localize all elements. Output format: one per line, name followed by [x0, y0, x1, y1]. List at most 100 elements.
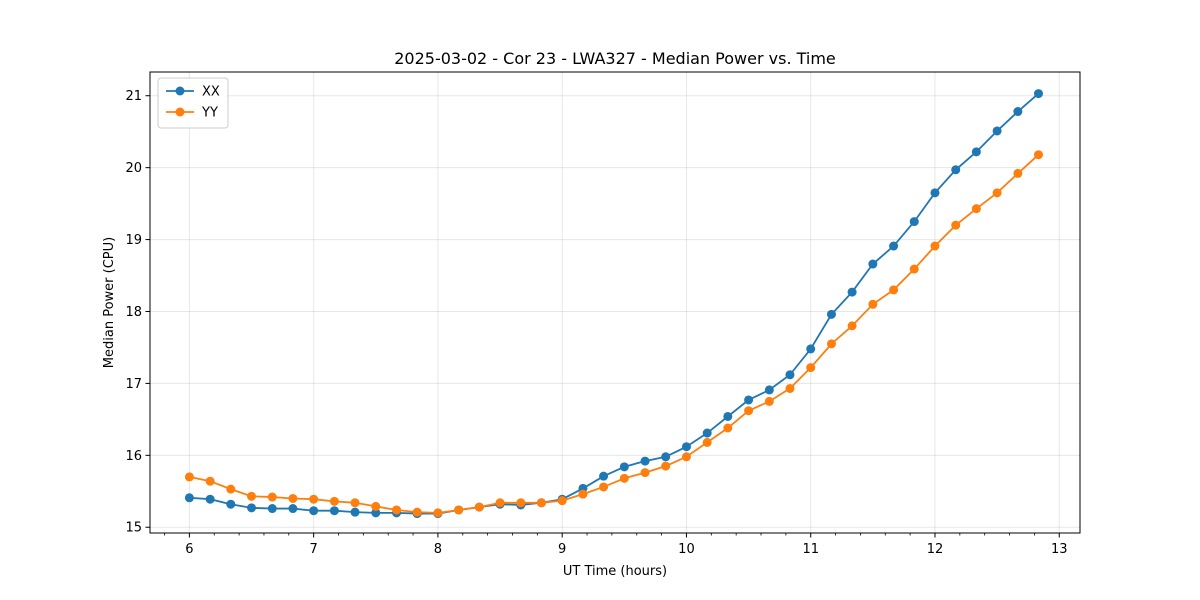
data-point-yy [702, 437, 712, 447]
legend: XX YY [157, 77, 229, 129]
data-point-xx [681, 442, 691, 452]
data-point-yy [433, 508, 443, 518]
data-point-yy [971, 204, 981, 214]
data-point-xx [806, 344, 816, 354]
y-tick-label: 21 [125, 89, 142, 104]
y-tick-label: 20 [125, 161, 142, 176]
data-point-yy [826, 339, 836, 349]
y-axis-title: Median Power (CPU) [102, 237, 117, 368]
data-point-yy [806, 363, 816, 373]
data-point-xx [661, 452, 671, 462]
data-point-yy [495, 498, 505, 508]
data-point-yy [868, 299, 878, 309]
y-tick-label: 17 [125, 377, 142, 392]
x-tick-label: 13 [1051, 542, 1068, 557]
chart-title: 2025-03-02 - Cor 23 - LWA327 - Median Po… [394, 49, 836, 68]
data-point-yy [619, 473, 629, 483]
y-tick-label: 19 [125, 233, 142, 248]
y-tick-label: 16 [125, 449, 142, 464]
data-point-yy [350, 498, 360, 508]
data-point-yy [785, 383, 795, 393]
x-axis: 6 7 8 9 10 11 12 13 [164, 533, 1068, 557]
data-point-yy [247, 491, 257, 501]
data-point-yy [288, 493, 298, 503]
data-point-yy [412, 507, 422, 517]
data-point-xx [889, 241, 899, 251]
data-point-yy [640, 468, 650, 478]
data-point-yy [889, 285, 899, 295]
data-point-xx [619, 462, 629, 472]
data-point-yy [184, 472, 194, 482]
data-point-xx [288, 504, 298, 514]
data-point-yy [723, 423, 733, 433]
data-point-xx [744, 395, 754, 405]
data-point-xx [992, 126, 1002, 136]
data-point-yy [371, 501, 381, 511]
data-point-yy [578, 489, 588, 499]
data-point-yy [392, 505, 402, 515]
data-point-xx [350, 507, 360, 517]
data-point-yy [1013, 168, 1023, 178]
data-point-yy [226, 484, 236, 494]
data-point-yy [764, 396, 774, 406]
data-point-xx [371, 508, 381, 518]
data-point-yy [1033, 150, 1043, 160]
data-point-xx [226, 499, 236, 509]
data-point-xx [951, 165, 961, 175]
data-point-xx [640, 456, 650, 466]
x-tick-label: 9 [558, 542, 566, 557]
x-tick-label: 10 [678, 542, 695, 557]
data-point-yy [951, 220, 961, 230]
data-point-yy [557, 496, 567, 506]
data-point-yy [205, 476, 215, 486]
x-tick-label: 8 [434, 542, 442, 557]
data-point-xx [267, 504, 277, 514]
x-tick-label: 6 [185, 542, 193, 557]
legend-marker-yy [175, 107, 185, 117]
data-point-xx [785, 370, 795, 380]
series-layer [184, 89, 1043, 519]
data-point-xx [868, 259, 878, 269]
data-point-yy [309, 494, 319, 504]
data-point-xx [930, 188, 940, 198]
y-tick-label: 15 [125, 521, 142, 536]
data-point-xx [971, 147, 981, 157]
data-point-yy [454, 505, 464, 515]
data-point-yy [474, 502, 484, 512]
data-point-xx [205, 494, 215, 504]
data-point-xx [702, 428, 712, 438]
data-point-yy [536, 498, 546, 508]
legend-marker-xx [175, 86, 185, 96]
x-tick-label: 12 [927, 542, 944, 557]
legend-label-xx: XX [202, 85, 220, 100]
data-point-yy [909, 264, 919, 274]
data-point-xx [599, 471, 609, 481]
data-point-xx [329, 506, 339, 516]
data-point-xx [184, 493, 194, 503]
legend-label-yy: YY [201, 106, 218, 121]
y-tick-label: 18 [125, 305, 142, 320]
data-point-yy [661, 461, 671, 471]
y-axis: 15 16 17 18 19 20 21 [125, 89, 150, 536]
x-axis-title: UT Time (hours) [563, 564, 667, 579]
data-point-xx [826, 309, 836, 319]
data-point-yy [744, 406, 754, 416]
data-point-yy [599, 482, 609, 492]
data-point-xx [247, 503, 257, 513]
data-point-xx [723, 411, 733, 421]
plot-frame [149, 71, 1081, 534]
data-point-yy [516, 498, 526, 508]
data-point-yy [847, 321, 857, 331]
data-point-xx [909, 217, 919, 227]
data-point-yy [930, 241, 940, 251]
data-point-xx [1033, 89, 1043, 99]
data-point-xx [309, 506, 319, 516]
data-point-xx [764, 385, 774, 395]
data-point-yy [267, 492, 277, 502]
data-point-yy [992, 188, 1002, 198]
data-point-yy [329, 496, 339, 506]
grid-lines [150, 72, 1080, 533]
x-tick-label: 11 [802, 542, 819, 557]
data-point-xx [1013, 107, 1023, 117]
